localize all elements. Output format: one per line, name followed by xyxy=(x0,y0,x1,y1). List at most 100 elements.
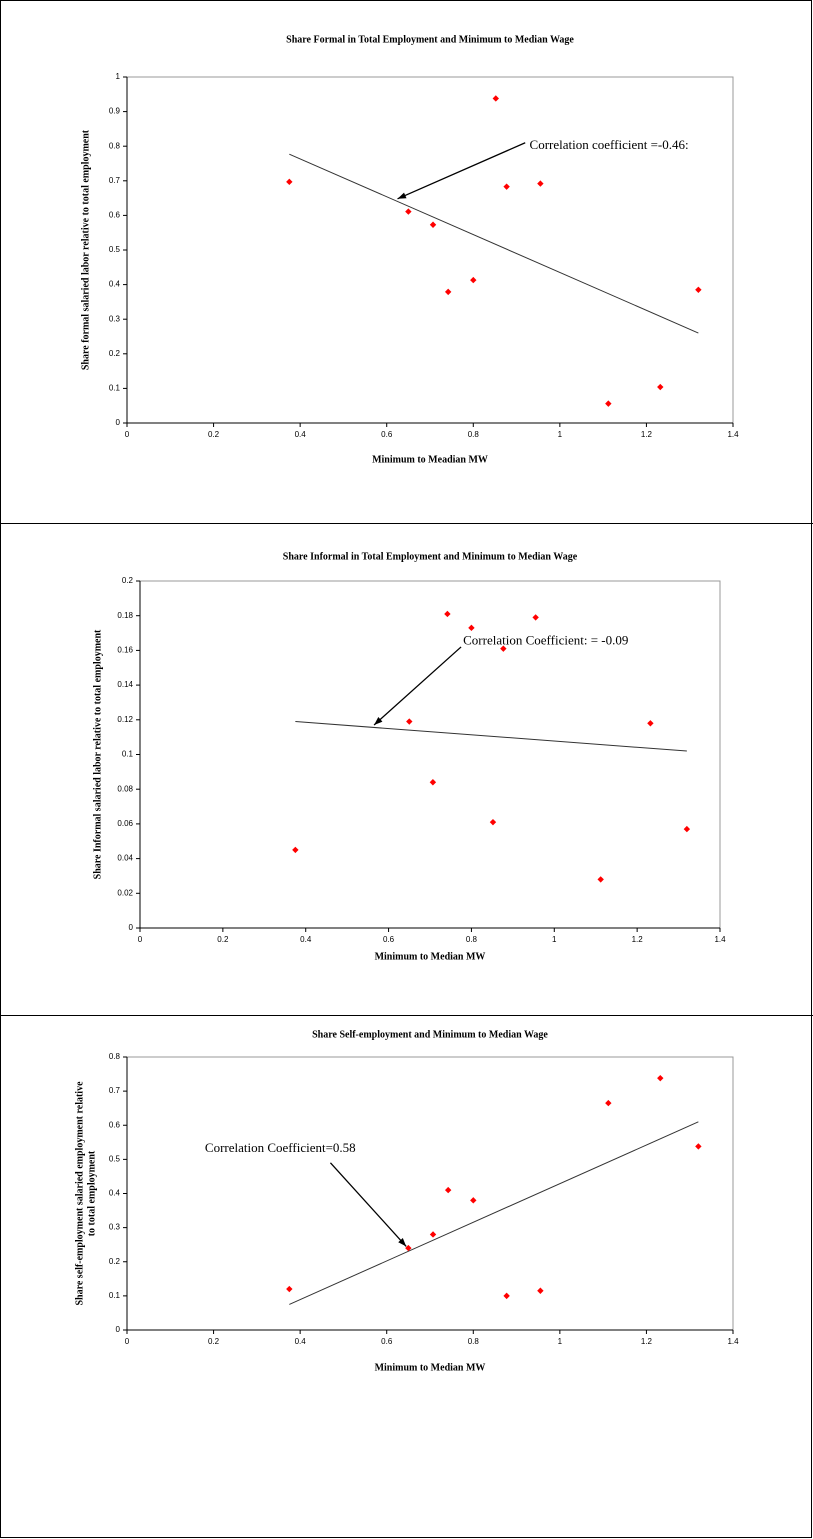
data-point xyxy=(406,718,413,725)
arrow-head xyxy=(397,192,407,199)
y-tick-label: 0.5 xyxy=(109,245,121,254)
y-tick-label: 0.7 xyxy=(109,1086,121,1095)
plot-frame xyxy=(126,76,734,424)
data-point xyxy=(657,383,664,391)
data-point xyxy=(470,1197,477,1204)
data-point xyxy=(503,1292,510,1300)
data-point xyxy=(405,208,412,215)
data-point xyxy=(500,645,507,652)
y-tick-label: 1 xyxy=(116,72,121,81)
data-point xyxy=(429,1231,437,1238)
x-tick-label: 0.6 xyxy=(381,1337,393,1346)
data-point xyxy=(405,1244,412,1252)
chart-title: Share Self-employment and Minimum to Med… xyxy=(312,1029,548,1040)
plot-frame xyxy=(139,580,721,929)
data-point xyxy=(605,1099,612,1107)
x-tick-label: 1.4 xyxy=(727,1337,739,1346)
data-point xyxy=(537,1287,544,1294)
annotation-arrow xyxy=(397,142,526,200)
data-point xyxy=(429,779,437,786)
arrow-head xyxy=(398,1238,407,1247)
y-tick-label: 0.16 xyxy=(117,646,133,655)
data-point xyxy=(444,1186,452,1194)
trendline xyxy=(289,1121,699,1305)
y-axis-title: Share formal salaried labor relative to … xyxy=(80,129,91,370)
trendline xyxy=(295,721,687,752)
x-tick-label: 0.8 xyxy=(466,935,478,944)
y-tick-label: 0.08 xyxy=(117,784,133,793)
data-point xyxy=(286,1285,293,1293)
y-axis-title: Share self-employment salaried employmen… xyxy=(74,1081,85,1306)
x-tick-label: 0.8 xyxy=(468,1337,480,1346)
x-tick-label: 0.6 xyxy=(381,430,393,439)
x-tick-label: 0.6 xyxy=(383,935,395,944)
y-tick-label: 0.18 xyxy=(117,611,133,620)
data-point xyxy=(292,846,299,854)
y-tick-label: 0.8 xyxy=(109,141,121,150)
x-axis-title: Minimum to Meadian MW xyxy=(372,454,488,465)
x-tick-label: 1.4 xyxy=(727,430,739,439)
x-tick-label: 1.2 xyxy=(641,1337,653,1346)
x-tick-label: 1.2 xyxy=(641,430,653,439)
y-tick-label: 0.6 xyxy=(109,211,121,220)
x-tick-label: 0 xyxy=(138,935,143,944)
annotation: Correlation coefficient =-0.46: xyxy=(530,137,689,152)
chart-title: Share Formal in Total Employment and Min… xyxy=(286,34,574,45)
x-tick-label: 0 xyxy=(125,1337,130,1346)
y-tick-label: 0.1 xyxy=(122,750,134,759)
y-tick-label: 0.5 xyxy=(109,1154,121,1163)
y-tick-label: 0.1 xyxy=(109,384,121,393)
data-point xyxy=(657,1074,664,1082)
data-point xyxy=(468,624,475,632)
data-point xyxy=(444,288,452,296)
x-tick-label: 0.4 xyxy=(295,430,307,439)
x-tick-label: 0.2 xyxy=(217,935,229,944)
data-point xyxy=(503,183,510,190)
y-tick-label: 0.1 xyxy=(109,1291,121,1300)
y-axis-title: to total employment xyxy=(86,1150,97,1236)
x-tick-label: 1.2 xyxy=(632,935,644,944)
data-point xyxy=(605,400,612,407)
data-point xyxy=(537,180,544,187)
data-point xyxy=(695,286,702,293)
x-axis-title: Minimum to Median MW xyxy=(375,951,486,962)
x-tick-label: 0.8 xyxy=(468,430,480,439)
y-tick-label: 0 xyxy=(116,1325,121,1334)
y-tick-label: 0.4 xyxy=(109,1189,121,1198)
x-axis-title: Minimum to Median MW xyxy=(375,1362,486,1373)
x-tick-label: 0.2 xyxy=(208,430,220,439)
y-tick-label: 0.12 xyxy=(117,715,133,724)
y-tick-label: 0.02 xyxy=(117,888,133,897)
data-point xyxy=(695,1143,702,1150)
arrow-head xyxy=(374,717,383,726)
y-tick-label: 0.2 xyxy=(122,576,134,585)
trendline xyxy=(289,153,699,334)
y-tick-label: 0 xyxy=(129,923,134,932)
data-point xyxy=(597,876,604,883)
y-tick-label: 0.3 xyxy=(109,1223,121,1232)
y-tick-label: 0.8 xyxy=(109,1052,121,1061)
x-tick-label: 1.4 xyxy=(714,935,726,944)
data-point xyxy=(489,818,497,826)
x-tick-label: 0.4 xyxy=(295,1337,307,1346)
annotation: Correlation Coefficient=0.58 xyxy=(205,1140,356,1155)
y-tick-label: 0.9 xyxy=(109,107,121,116)
chart-title: Share Informal in Total Employment and M… xyxy=(283,551,578,562)
x-tick-label: 1 xyxy=(552,935,557,944)
y-tick-label: 0.14 xyxy=(117,680,133,689)
y-tick-label: 0.06 xyxy=(117,819,133,828)
annotation-arrow xyxy=(373,646,462,726)
y-tick-label: 0.3 xyxy=(109,314,121,323)
y-tick-label: 0 xyxy=(116,418,121,427)
y-tick-label: 0.2 xyxy=(109,349,121,358)
annotation-arrow xyxy=(329,1162,407,1247)
y-tick-label: 0.6 xyxy=(109,1120,121,1129)
y-tick-label: 0.2 xyxy=(109,1257,121,1266)
plot-frame xyxy=(126,1056,734,1331)
data-point xyxy=(492,95,499,102)
data-point xyxy=(532,614,539,621)
x-tick-label: 0.2 xyxy=(208,1337,220,1346)
y-axis-title: Share Informal salaried labor relative t… xyxy=(92,629,103,879)
